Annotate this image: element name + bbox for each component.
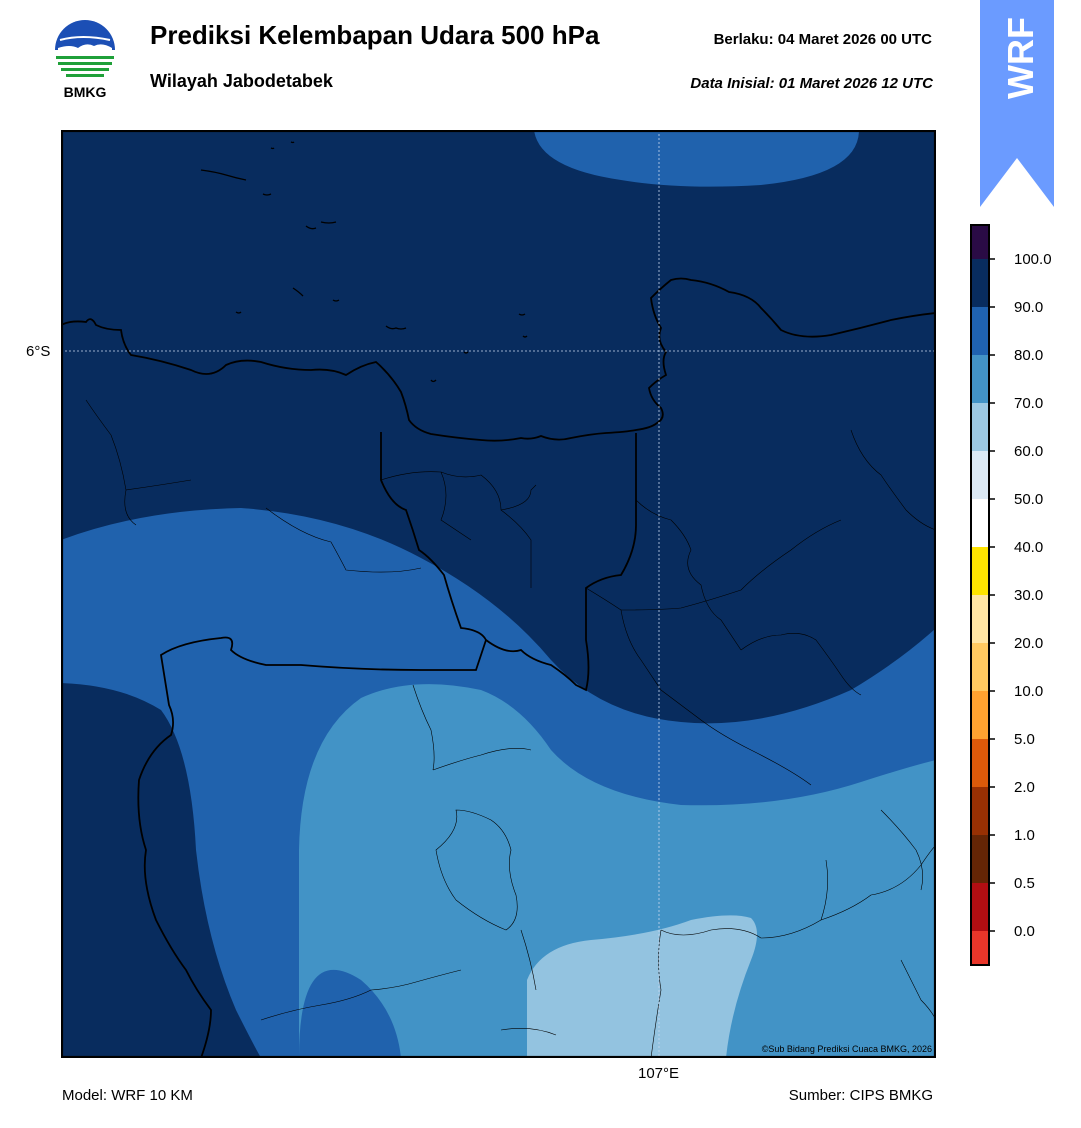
colorbar-segment bbox=[971, 451, 989, 499]
colorbar-label: 2.0 bbox=[1014, 779, 1035, 796]
coastline bbox=[63, 277, 934, 442]
colorbar-segment bbox=[971, 595, 989, 643]
colorbar-label: 50.0 bbox=[1014, 491, 1043, 508]
valid-time: Berlaku: 04 Maret 2026 00 UTC bbox=[713, 31, 932, 48]
humidity-band-80-90-north bbox=[534, 132, 859, 187]
colorbar-segment bbox=[971, 499, 989, 547]
colorbar-label: 90.0 bbox=[1014, 299, 1043, 316]
colorbar-segment bbox=[971, 355, 989, 403]
map-frame bbox=[60, 129, 937, 1059]
colorbar-segment bbox=[971, 259, 989, 307]
source-label: Sumber: CIPS BMKG bbox=[788, 1087, 933, 1104]
model-label: Model: WRF 10 KM bbox=[62, 1087, 193, 1104]
colorbar-segment bbox=[971, 307, 989, 355]
colorbar-label: 80.0 bbox=[1014, 347, 1043, 364]
humidity-map: ©Sub Bidang Prediksi Cuaca BMKG, 2026 bbox=[60, 129, 937, 1059]
copyright-text: ©Sub Bidang Prediksi Cuaca BMKG, 2026 bbox=[762, 1044, 932, 1054]
svg-text:BMKG: BMKG bbox=[64, 84, 107, 100]
regency-borders bbox=[85, 399, 934, 1056]
colorbar-label: 70.0 bbox=[1014, 395, 1043, 412]
wrf-badge: WRF bbox=[980, 0, 1054, 210]
colorbar: 100.0 90.0 80.0 70.0 60.0 50.0 40.0 30.0 20.0 10.… bbox=[968, 222, 1078, 968]
map-title: Prediksi Kelembapan Udara 500 hPa bbox=[150, 20, 600, 50]
colorbar-segment bbox=[971, 691, 989, 739]
map-subtitle: Wilayah Jabodetabek bbox=[150, 71, 333, 91]
colorbar-label: 100.0 bbox=[1014, 251, 1052, 268]
colorbar-label: 5.0 bbox=[1014, 731, 1035, 748]
colorbar-segment bbox=[971, 883, 989, 931]
colorbar-segment bbox=[971, 643, 989, 691]
humidity-band-90-100-southwest bbox=[63, 683, 260, 1056]
longitude-label: 107°E bbox=[638, 1065, 680, 1082]
bmkg-emblem-icon: BMKG bbox=[55, 20, 115, 100]
colorbar-segment bbox=[971, 403, 989, 451]
colorbar-label: 0.5 bbox=[1014, 875, 1035, 892]
colorbar-segment bbox=[971, 787, 989, 835]
humidity-band-70-80 bbox=[299, 684, 934, 1056]
colorbar-label: 1.0 bbox=[1014, 827, 1035, 844]
bmkg-logo: BMKG bbox=[52, 18, 118, 102]
initial-time: Data Inisial: 01 Maret 2026 12 UTC bbox=[690, 75, 933, 92]
badge-text: WRF bbox=[1000, 17, 1041, 99]
colorbar-segment bbox=[971, 931, 989, 965]
colorbar-label: 10.0 bbox=[1014, 683, 1043, 700]
colorbar-label: 0.0 bbox=[1014, 923, 1035, 940]
colorbar-label: 60.0 bbox=[1014, 443, 1043, 460]
colorbar-segment bbox=[971, 547, 989, 595]
humidity-band-60-70 bbox=[527, 915, 757, 1056]
colorbar-segment bbox=[971, 225, 989, 259]
colorbar-label: 20.0 bbox=[1014, 635, 1043, 652]
badge-ribbon-shape bbox=[980, 0, 1054, 207]
latitude-label: 6°S bbox=[26, 343, 51, 360]
province-border-east bbox=[485, 433, 637, 692]
colorbar-label: 30.0 bbox=[1014, 587, 1043, 604]
islands bbox=[200, 141, 528, 383]
province-border-west bbox=[137, 432, 487, 1056]
colorbar-segment bbox=[971, 835, 989, 883]
colorbar-label: 40.0 bbox=[1014, 539, 1043, 556]
colorbar-segment bbox=[971, 739, 989, 787]
